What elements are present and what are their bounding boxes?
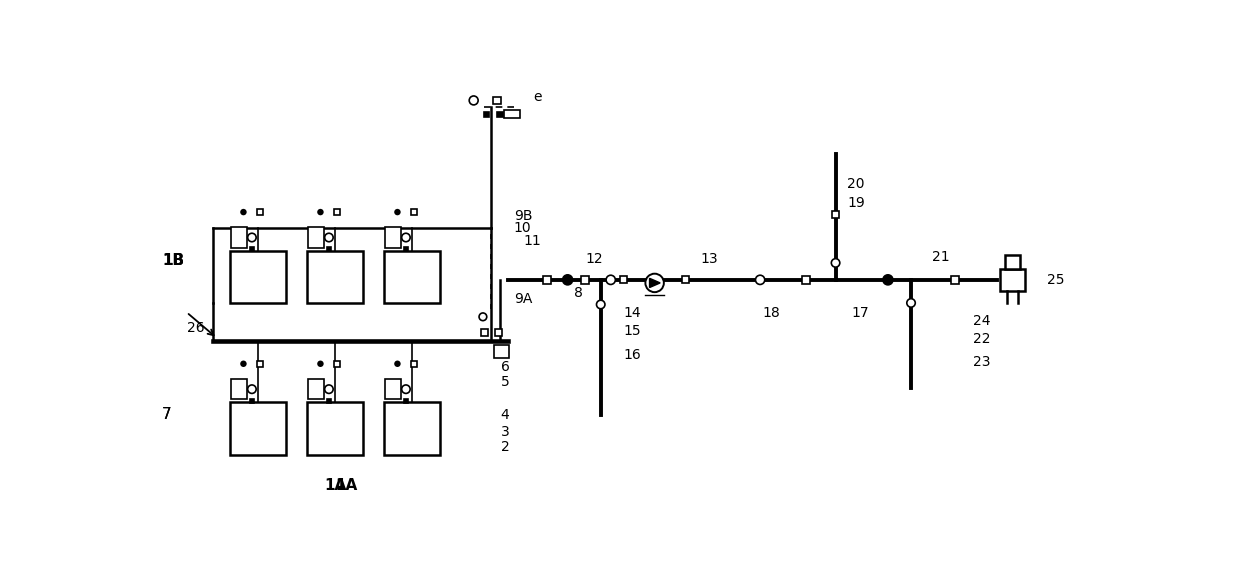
Text: 7: 7 [162, 407, 171, 422]
Bar [621, 277, 627, 283]
Bar [543, 276, 550, 284]
Circle shape [240, 361, 247, 367]
Text: 6: 6 [501, 360, 509, 374]
Bar [410, 209, 416, 215]
Circle shape [831, 259, 840, 267]
Text: 17: 17 [851, 306, 869, 320]
Circle shape [317, 209, 323, 215]
Circle shape [394, 209, 400, 215]
Bar [581, 276, 590, 284]
Bar [384, 251, 440, 303]
Bar [250, 399, 254, 403]
Circle shape [596, 300, 605, 309]
Bar [681, 277, 689, 283]
Bar [307, 251, 363, 303]
Bar [493, 96, 501, 104]
Circle shape [646, 274, 664, 292]
Circle shape [325, 233, 333, 242]
Bar [952, 276, 959, 284]
Bar [232, 379, 247, 399]
Bar [307, 402, 363, 454]
Text: 13: 13 [701, 252, 719, 266]
Circle shape [907, 298, 916, 307]
Bar [256, 361, 263, 367]
Bar [333, 209, 339, 215]
Text: 25: 25 [1047, 273, 1064, 287]
Text: 26: 26 [187, 321, 204, 335]
Bar [484, 112, 489, 117]
Bar [481, 329, 488, 335]
Text: 9B: 9B [514, 209, 533, 223]
Text: 5: 5 [501, 375, 509, 389]
Circle shape [756, 275, 764, 284]
Text: e: e [534, 90, 543, 104]
Text: 12: 12 [585, 252, 603, 266]
Text: 21: 21 [932, 250, 949, 264]
Bar [333, 361, 339, 367]
Circle shape [606, 275, 616, 284]
Text: 3: 3 [501, 425, 509, 439]
Text: 1A: 1A [335, 478, 357, 493]
Bar [404, 399, 408, 403]
Bar [385, 227, 400, 247]
Bar [309, 379, 323, 399]
Circle shape [394, 361, 400, 367]
Text: 16: 16 [623, 347, 642, 361]
Text: 23: 23 [973, 355, 990, 369]
Text: 1B: 1B [162, 253, 183, 268]
Bar [256, 209, 263, 215]
Bar [385, 379, 400, 399]
Bar [250, 247, 254, 251]
Circle shape [563, 275, 572, 285]
Text: 7: 7 [162, 407, 171, 422]
Text: 24: 24 [973, 314, 990, 328]
Text: 14: 14 [623, 306, 642, 320]
Text: 19: 19 [847, 196, 865, 210]
Text: 20: 20 [847, 177, 865, 191]
Bar [833, 211, 839, 218]
Text: 15: 15 [623, 324, 642, 338]
Text: 22: 22 [973, 332, 990, 346]
Circle shape [470, 96, 478, 105]
Bar [803, 276, 810, 284]
Text: 1B: 1B [162, 253, 183, 268]
Circle shape [325, 385, 333, 393]
Bar [504, 111, 520, 118]
Bar [497, 112, 503, 117]
Bar [1000, 269, 1025, 291]
Circle shape [248, 385, 256, 393]
Circle shape [401, 385, 410, 393]
Bar [1005, 255, 1021, 269]
Bar [410, 361, 416, 367]
Circle shape [883, 275, 893, 285]
Text: 1A: 1A [323, 478, 346, 493]
Bar [309, 227, 323, 247]
Bar [230, 251, 286, 303]
Circle shape [248, 233, 256, 242]
Circle shape [401, 233, 410, 242]
Text: 9A: 9A [514, 292, 532, 306]
Text: 18: 18 [762, 306, 781, 320]
Bar [232, 227, 247, 247]
Circle shape [479, 313, 487, 321]
Text: 4: 4 [501, 408, 509, 421]
Bar [493, 344, 509, 358]
Text: 8: 8 [574, 286, 582, 300]
Text: 11: 11 [524, 234, 541, 249]
Circle shape [317, 361, 323, 367]
Bar [404, 247, 408, 251]
Bar [327, 399, 331, 403]
Bar [494, 329, 502, 335]
Polygon shape [649, 278, 660, 288]
Text: 2: 2 [501, 440, 509, 454]
Circle shape [240, 209, 247, 215]
Text: 10: 10 [514, 221, 532, 235]
Bar [384, 402, 440, 454]
Bar [327, 247, 331, 251]
Bar [230, 402, 286, 454]
